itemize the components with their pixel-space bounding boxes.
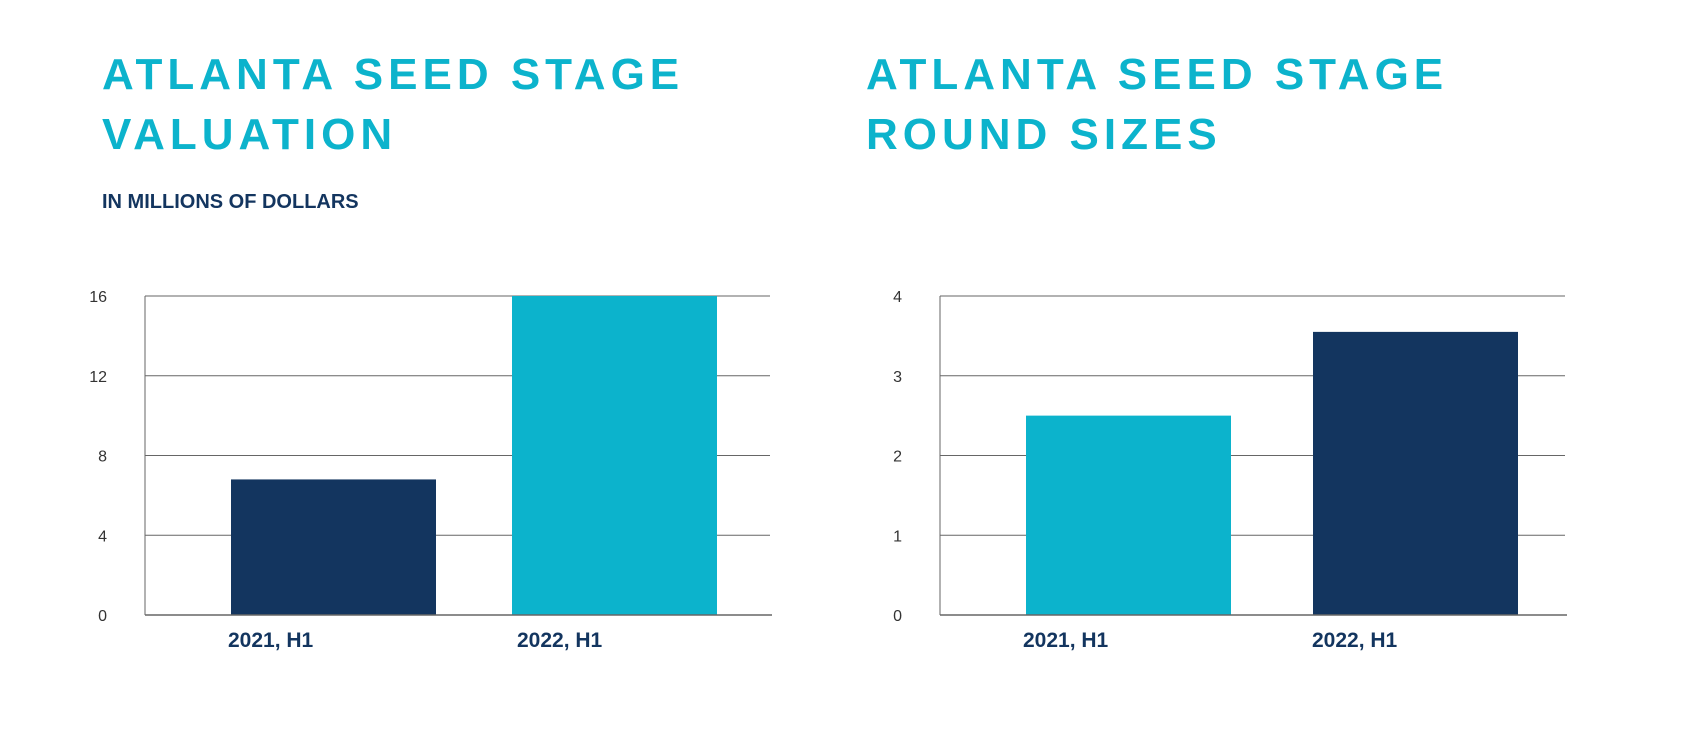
y-tick-label: 4 bbox=[893, 289, 902, 306]
chart-title-line: ATLANTA SEED STAGE bbox=[866, 50, 1449, 99]
x-category-label: 2021, H1 bbox=[1023, 629, 1109, 652]
y-tick-label: 0 bbox=[98, 608, 107, 625]
y-tick-label: 8 bbox=[98, 449, 107, 466]
valuation-bar-chart: 0 4 8 12 16 2021, H1 2022, H1 bbox=[89, 289, 772, 652]
y-tick-label: 16 bbox=[89, 289, 107, 306]
chart-title-round-sizes: ATLANTA SEED STAGE ROUND SIZES bbox=[866, 45, 1448, 165]
bar bbox=[231, 479, 436, 615]
chart-title-line: VALUATION bbox=[102, 110, 398, 159]
y-tick-label: 0 bbox=[893, 608, 902, 625]
chart-subtitle: IN MILLIONS OF DOLLARS bbox=[102, 191, 359, 213]
y-tick-label: 1 bbox=[893, 528, 902, 545]
y-tick-label: 4 bbox=[98, 528, 107, 545]
bar bbox=[1026, 415, 1231, 615]
chart-title-line: ROUND SIZES bbox=[866, 110, 1222, 159]
chart-title-valuation: ATLANTA SEED STAGE VALUATION bbox=[102, 45, 684, 165]
x-category-label: 2022, H1 bbox=[517, 629, 603, 652]
bar bbox=[1313, 331, 1518, 615]
bar bbox=[512, 296, 717, 615]
x-category-label: 2021, H1 bbox=[228, 629, 314, 652]
chart-title-line: ATLANTA SEED STAGE bbox=[102, 50, 685, 99]
y-tick-label: 12 bbox=[89, 369, 107, 386]
y-tick-label: 2 bbox=[893, 449, 902, 466]
y-tick-label: 3 bbox=[893, 369, 902, 386]
x-category-label: 2022, H1 bbox=[1312, 629, 1398, 652]
